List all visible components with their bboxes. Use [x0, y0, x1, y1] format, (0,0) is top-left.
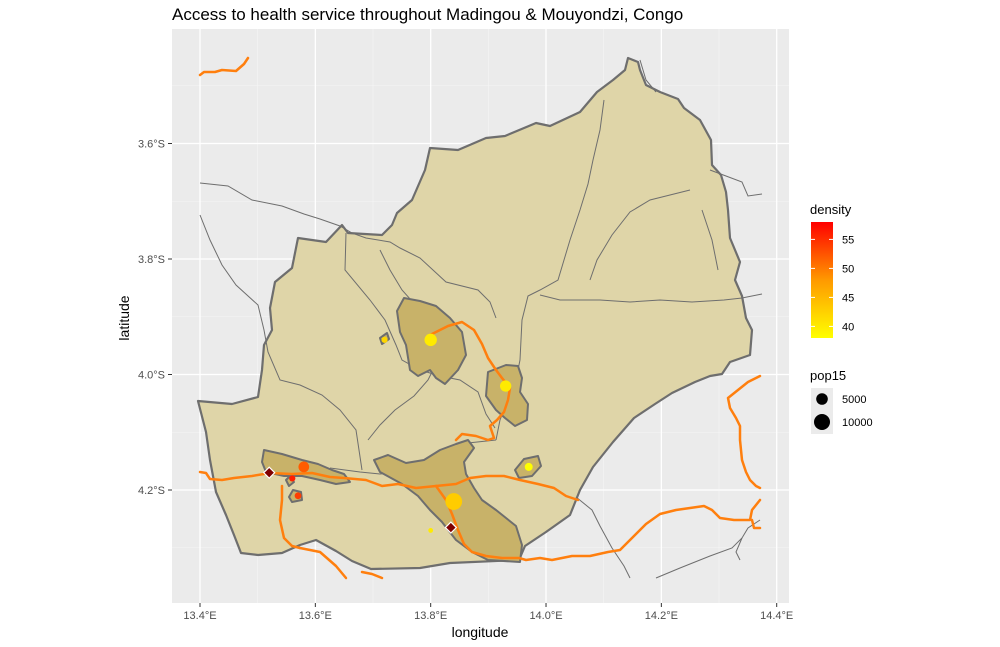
- pop15-legend: pop15 5000 10000: [810, 368, 873, 434]
- x-tick-label: 14.0°E: [529, 610, 562, 622]
- y-tick-label: 4.2°S: [138, 485, 165, 497]
- river: [199, 214, 363, 471]
- road: [428, 320, 512, 442]
- settlement-point: [499, 380, 512, 392]
- dense-area-polygon: [485, 364, 529, 427]
- settlement-point: [524, 462, 533, 471]
- density-legend-label: 45: [842, 292, 854, 304]
- x-tick-label: 14.4°E: [760, 610, 793, 622]
- y-tick-label: 3.6°S: [138, 139, 165, 151]
- river: [539, 293, 763, 303]
- density-legend-ticks: 55 50 45 40: [811, 234, 854, 333]
- diamond-icon: [262, 466, 276, 480]
- y-axis: 3.6°S 3.8°S 4.0°S 4.2°S: [138, 139, 172, 497]
- density-colorbar: [811, 222, 833, 338]
- pop15-legend-label: 10000: [842, 417, 873, 429]
- y-tick-label: 4.0°S: [138, 370, 165, 382]
- health-facilities: [262, 466, 458, 534]
- settlement-point: [445, 493, 463, 510]
- river: [199, 182, 497, 319]
- pop15-legend-label: 5000: [842, 394, 866, 406]
- road: [750, 518, 762, 530]
- settlement-point: [294, 492, 302, 500]
- road: [198, 56, 250, 77]
- y-axis-title: latitude: [116, 295, 132, 340]
- road: [278, 484, 302, 550]
- river: [655, 519, 761, 579]
- road: [360, 570, 384, 580]
- density-legend-label: 40: [842, 321, 854, 333]
- dense-area-polygon: [285, 475, 295, 487]
- river: [575, 496, 631, 579]
- river: [701, 209, 719, 271]
- river: [589, 189, 691, 281]
- diamond-icon: [444, 521, 458, 534]
- map-layers: [196, 56, 763, 580]
- river: [639, 59, 657, 93]
- y-tick-label: 3.8°S: [138, 254, 165, 266]
- x-tick-label: 14.2°E: [645, 610, 678, 622]
- x-tick-label: 13.6°E: [299, 610, 332, 622]
- density-legend-label: 50: [842, 263, 854, 275]
- river: [709, 169, 763, 197]
- density-legend-title: density: [810, 202, 852, 217]
- road: [726, 374, 762, 490]
- road: [434, 484, 762, 562]
- pop15-legend-dot-large: [814, 414, 830, 430]
- x-axis-title: longitude: [452, 624, 509, 640]
- district-polygon: [196, 56, 754, 571]
- settlement-point: [381, 336, 388, 343]
- density-legend: density 55 50 45 40: [810, 202, 854, 338]
- density-legend-label: 55: [842, 234, 854, 246]
- x-axis: 13.4°E 13.6°E 13.8°E 14.0°E 14.2°E 14.4°E: [183, 603, 793, 622]
- pop15-legend-title: pop15: [810, 368, 846, 383]
- road: [298, 546, 348, 580]
- roads: [198, 56, 762, 580]
- river: [735, 537, 743, 561]
- settlement-point: [298, 461, 310, 473]
- x-tick-label: 13.8°E: [414, 610, 447, 622]
- settlement-point: [424, 333, 437, 347]
- chart-title: Access to health service throughout Madi…: [172, 5, 683, 24]
- settlement-points: [289, 333, 533, 533]
- settlement-point: [428, 528, 434, 533]
- road: [198, 470, 580, 502]
- pop15-legend-dot-small: [816, 393, 828, 405]
- settlement-point: [289, 475, 296, 482]
- x-tick-label: 13.4°E: [183, 610, 216, 622]
